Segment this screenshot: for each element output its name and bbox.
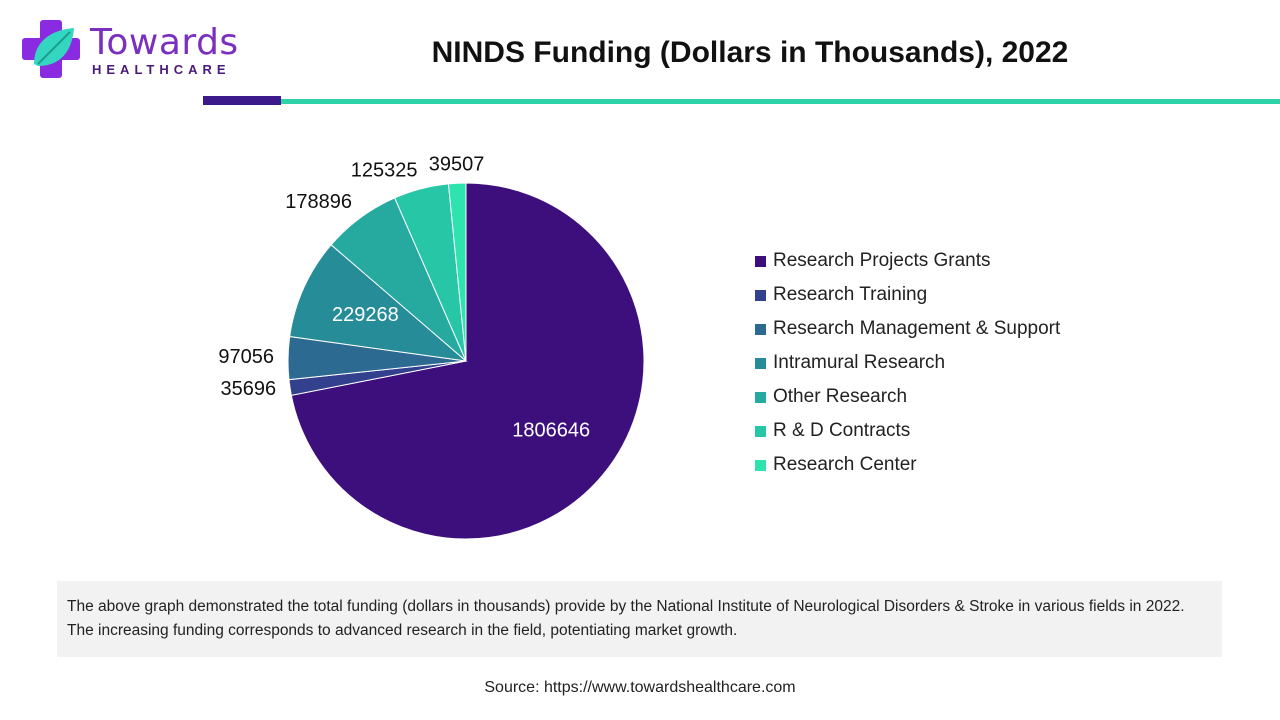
legend-label: Research Training [773,284,928,305]
legend-swatch [755,357,766,369]
legend-label: R & D Contracts [773,420,911,441]
pie-slice-research-center [447,182,467,362]
title-underline-teal [281,99,1280,104]
legend-swatch [755,459,766,471]
title-underline-dark [203,96,281,105]
legend-item-research-projects-grants: Research Projects Grants [755,244,1060,278]
legend-item-other-research: Other Research [755,380,1060,414]
legend-label: Intramural Research [773,352,946,373]
towards-healthcare-logo: Towards HEALTHCARE [20,18,240,82]
legend-swatch [755,391,766,403]
data-label-research-center: 39507 [429,154,485,176]
legend-label: Research Center [773,454,917,475]
data-label-other-research: 178896 [285,191,352,213]
data-label-r-d-contracts: 125325 [351,160,418,182]
brand-subtitle: HEALTHCARE [92,62,231,77]
page-title: NINDS Funding (Dollars in Thousands), 20… [431,36,1069,69]
legend-label: Research Projects Grants [773,250,991,271]
pie-slice-research-projects-grants [290,182,645,540]
legend-swatch [755,425,766,437]
chart-legend: Research Projects Grants Research Trainin… [755,244,1060,482]
legend-item-research-management-support: Research Management & Support [755,312,1060,346]
legend-item-research-training: Research Training [755,278,1060,312]
legend-swatch [755,289,766,301]
pie-chart: 1806646 35696 97056 229268 178896 125325 39507 [218,154,645,540]
legend-item-research-center: Research Center [755,448,1060,482]
description-note: The above graph demonstrated the total f… [57,581,1222,657]
brand-name: Towards [90,22,239,63]
data-label-intramural-research: 229268 [332,304,399,326]
data-label-research-management-support: 97056 [218,346,274,368]
data-label-research-training: 35696 [221,378,277,400]
legend-swatch [755,323,766,335]
data-label-research-projects-grants: 1806646 [512,419,590,441]
legend-swatch [755,255,766,267]
source-line: Source: https://www.towardshealthcare.co… [484,679,796,696]
cross-leaf-icon [22,20,80,78]
pie-slice-intramural-research [289,244,468,362]
legend-label: Other Research [773,386,908,407]
legend-item-r-d-contracts: R & D Contracts [755,414,1060,448]
legend-item-intramural-research: Intramural Research [755,346,1060,380]
legend-label: Research Management & Support [773,318,1061,339]
